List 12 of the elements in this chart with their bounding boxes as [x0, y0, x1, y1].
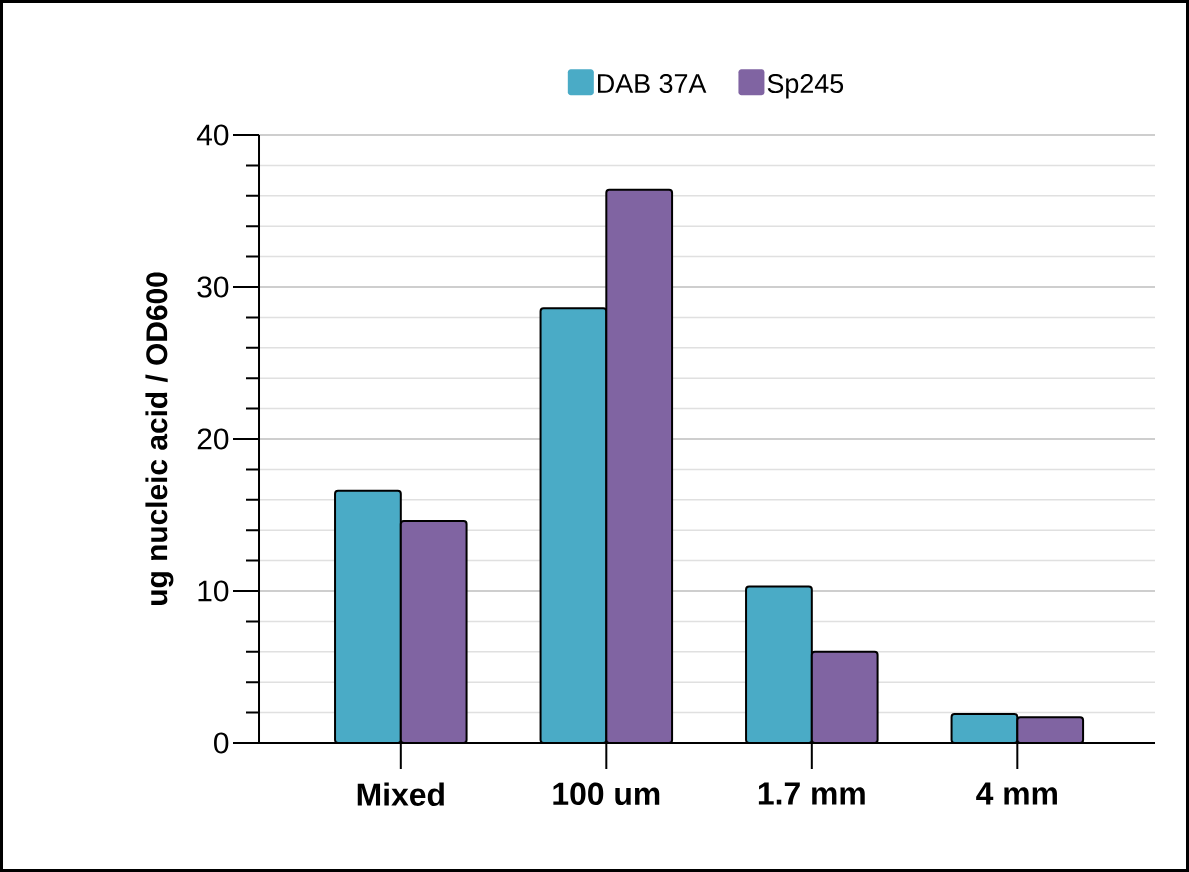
x-tick-label: 4 mm — [976, 782, 1057, 805]
x-tick-label: 1.7 mm — [758, 782, 865, 805]
y-tick-label: 30 — [197, 276, 229, 298]
y-tick-label: 10 — [198, 580, 229, 602]
y-tick-label: 0 — [214, 732, 229, 754]
y-tick-label: 40 — [196, 124, 229, 146]
x-tick-label: 100 um — [553, 782, 660, 806]
legend-label: DAB 37A — [598, 74, 707, 94]
x-tick-label: Mixed — [357, 782, 444, 806]
y-tick-label: 20 — [197, 428, 229, 450]
legend-label: Sp245 — [767, 74, 844, 99]
y-axis-title: ug nucleic acid / OD600 — [145, 272, 174, 605]
